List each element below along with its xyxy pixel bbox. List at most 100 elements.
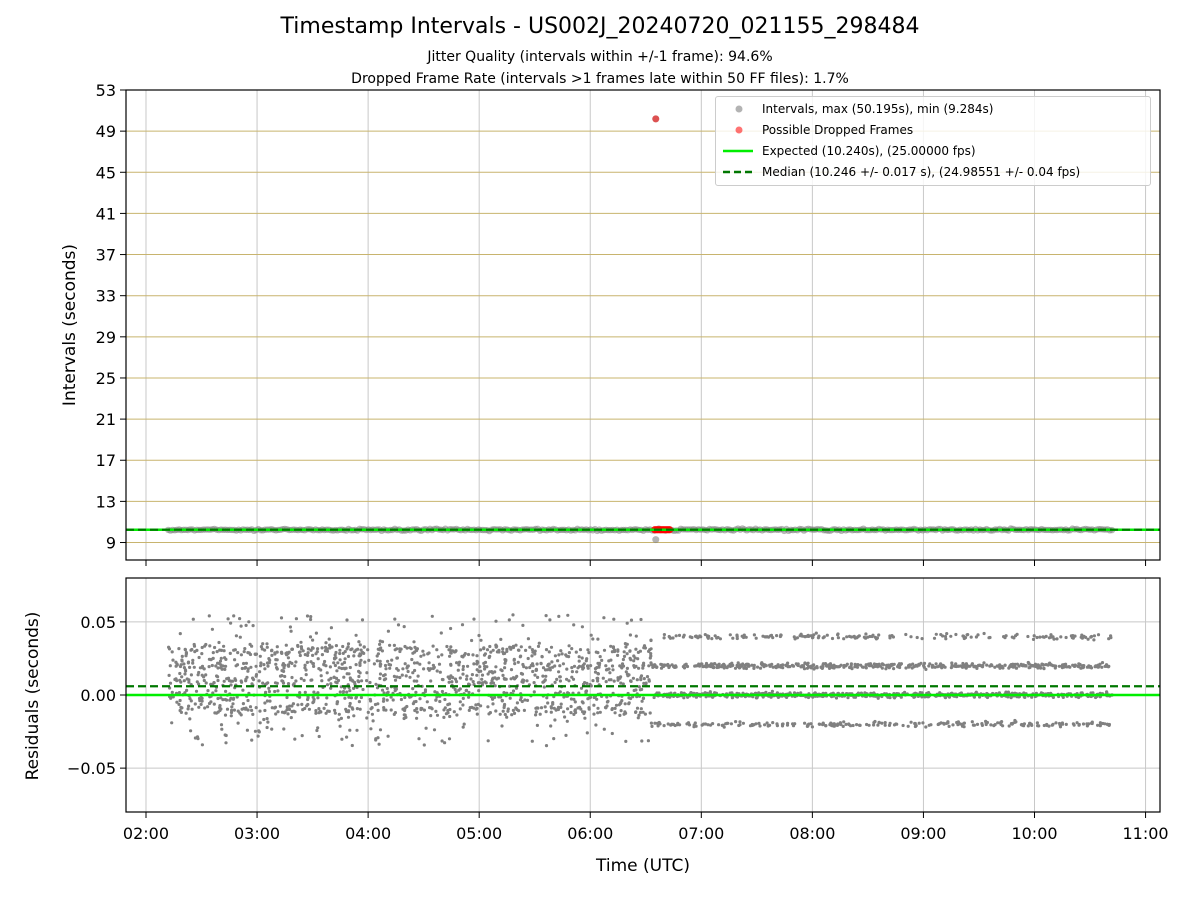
residual-point — [225, 698, 229, 702]
residual-point — [544, 674, 548, 678]
residual-point — [636, 657, 640, 661]
residual-point — [328, 665, 332, 669]
residual-point — [1064, 662, 1068, 666]
residual-point — [883, 723, 887, 727]
residual-point — [392, 712, 396, 717]
residual-point — [543, 678, 547, 682]
residual-point — [1080, 636, 1084, 640]
residual-point — [408, 675, 412, 679]
residual-point — [971, 723, 976, 727]
residual-point — [717, 723, 721, 727]
residual-point — [462, 722, 466, 726]
residual-point — [907, 665, 911, 669]
residual-point — [1094, 695, 1098, 700]
residual-point — [1058, 723, 1062, 727]
residual-point — [358, 643, 362, 647]
chart-legend: Intervals, max (50.195s), min (9.284s) P… — [715, 96, 1151, 186]
residual-point — [280, 679, 284, 683]
residual-point — [396, 623, 401, 627]
residual-point — [232, 648, 236, 652]
residual-point — [576, 666, 580, 670]
residual-point — [474, 703, 478, 707]
residual-point — [360, 679, 364, 683]
residual-point — [558, 675, 562, 679]
residual-point — [226, 676, 231, 680]
residual-point — [184, 652, 188, 656]
residual-point — [398, 649, 402, 654]
residual-point — [329, 682, 333, 686]
residual-point — [461, 667, 465, 672]
residual-point — [200, 696, 204, 701]
residual-point — [965, 633, 969, 637]
residual-point — [553, 718, 557, 722]
residual-point — [837, 665, 841, 669]
residual-point — [315, 650, 319, 654]
residual-point — [167, 673, 171, 678]
residual-point — [764, 635, 768, 639]
residual-point — [594, 723, 598, 727]
residual-point — [673, 665, 677, 669]
residual-point — [366, 648, 370, 652]
residual-point — [242, 650, 246, 654]
residual-point — [889, 664, 893, 668]
residual-point — [365, 716, 369, 720]
residual-point — [283, 674, 287, 679]
residual-point — [954, 632, 958, 637]
residual-point — [662, 636, 666, 640]
residual-point — [275, 681, 279, 685]
residual-point — [346, 654, 351, 659]
residual-point — [389, 695, 393, 699]
residual-point — [345, 647, 349, 651]
residual-point — [188, 717, 192, 721]
residual-point — [943, 634, 948, 639]
residual-point — [769, 633, 774, 638]
residual-point — [518, 655, 522, 659]
residual-point — [1090, 721, 1094, 726]
residual-point — [637, 713, 641, 717]
residual-point — [792, 635, 796, 639]
residual-point — [311, 662, 315, 666]
residual-point — [509, 677, 513, 681]
residual-point — [432, 728, 437, 732]
residual-point — [600, 658, 604, 663]
residual-point — [358, 661, 362, 665]
residual-point — [198, 666, 202, 670]
residual-point — [236, 709, 240, 713]
residual-point — [229, 710, 234, 715]
residual-point — [325, 696, 329, 700]
residual-point — [296, 643, 300, 648]
residual-point — [585, 681, 589, 686]
residual-point — [300, 734, 304, 738]
residual-point — [280, 674, 284, 678]
residual-point — [543, 668, 548, 672]
residual-point — [248, 705, 253, 709]
residual-point — [333, 711, 337, 715]
residual-point — [989, 723, 993, 727]
residual-point — [252, 678, 256, 682]
residual-point — [613, 711, 617, 715]
residual-point — [442, 715, 446, 720]
residual-point — [744, 666, 749, 671]
residual-point — [384, 677, 388, 681]
residual-point — [585, 657, 589, 661]
residual-point — [580, 656, 584, 660]
residual-point — [581, 701, 585, 705]
residual-point — [483, 652, 487, 656]
residual-point — [398, 675, 402, 680]
residual-point — [706, 636, 710, 640]
residual-point — [1007, 666, 1011, 670]
residual-point — [512, 711, 517, 716]
residual-point — [763, 663, 767, 667]
residual-point — [354, 663, 358, 667]
residual-point — [437, 662, 442, 666]
residual-point — [396, 668, 400, 672]
residual-point — [629, 679, 633, 683]
residual-point — [1061, 722, 1065, 726]
residual-point — [836, 636, 841, 640]
residual-point — [477, 633, 481, 638]
residual-point — [334, 656, 338, 660]
intervals-y-tick-label: 37 — [96, 246, 116, 265]
residual-point — [628, 633, 633, 637]
residual-point — [911, 662, 915, 666]
residual-point — [412, 700, 416, 704]
